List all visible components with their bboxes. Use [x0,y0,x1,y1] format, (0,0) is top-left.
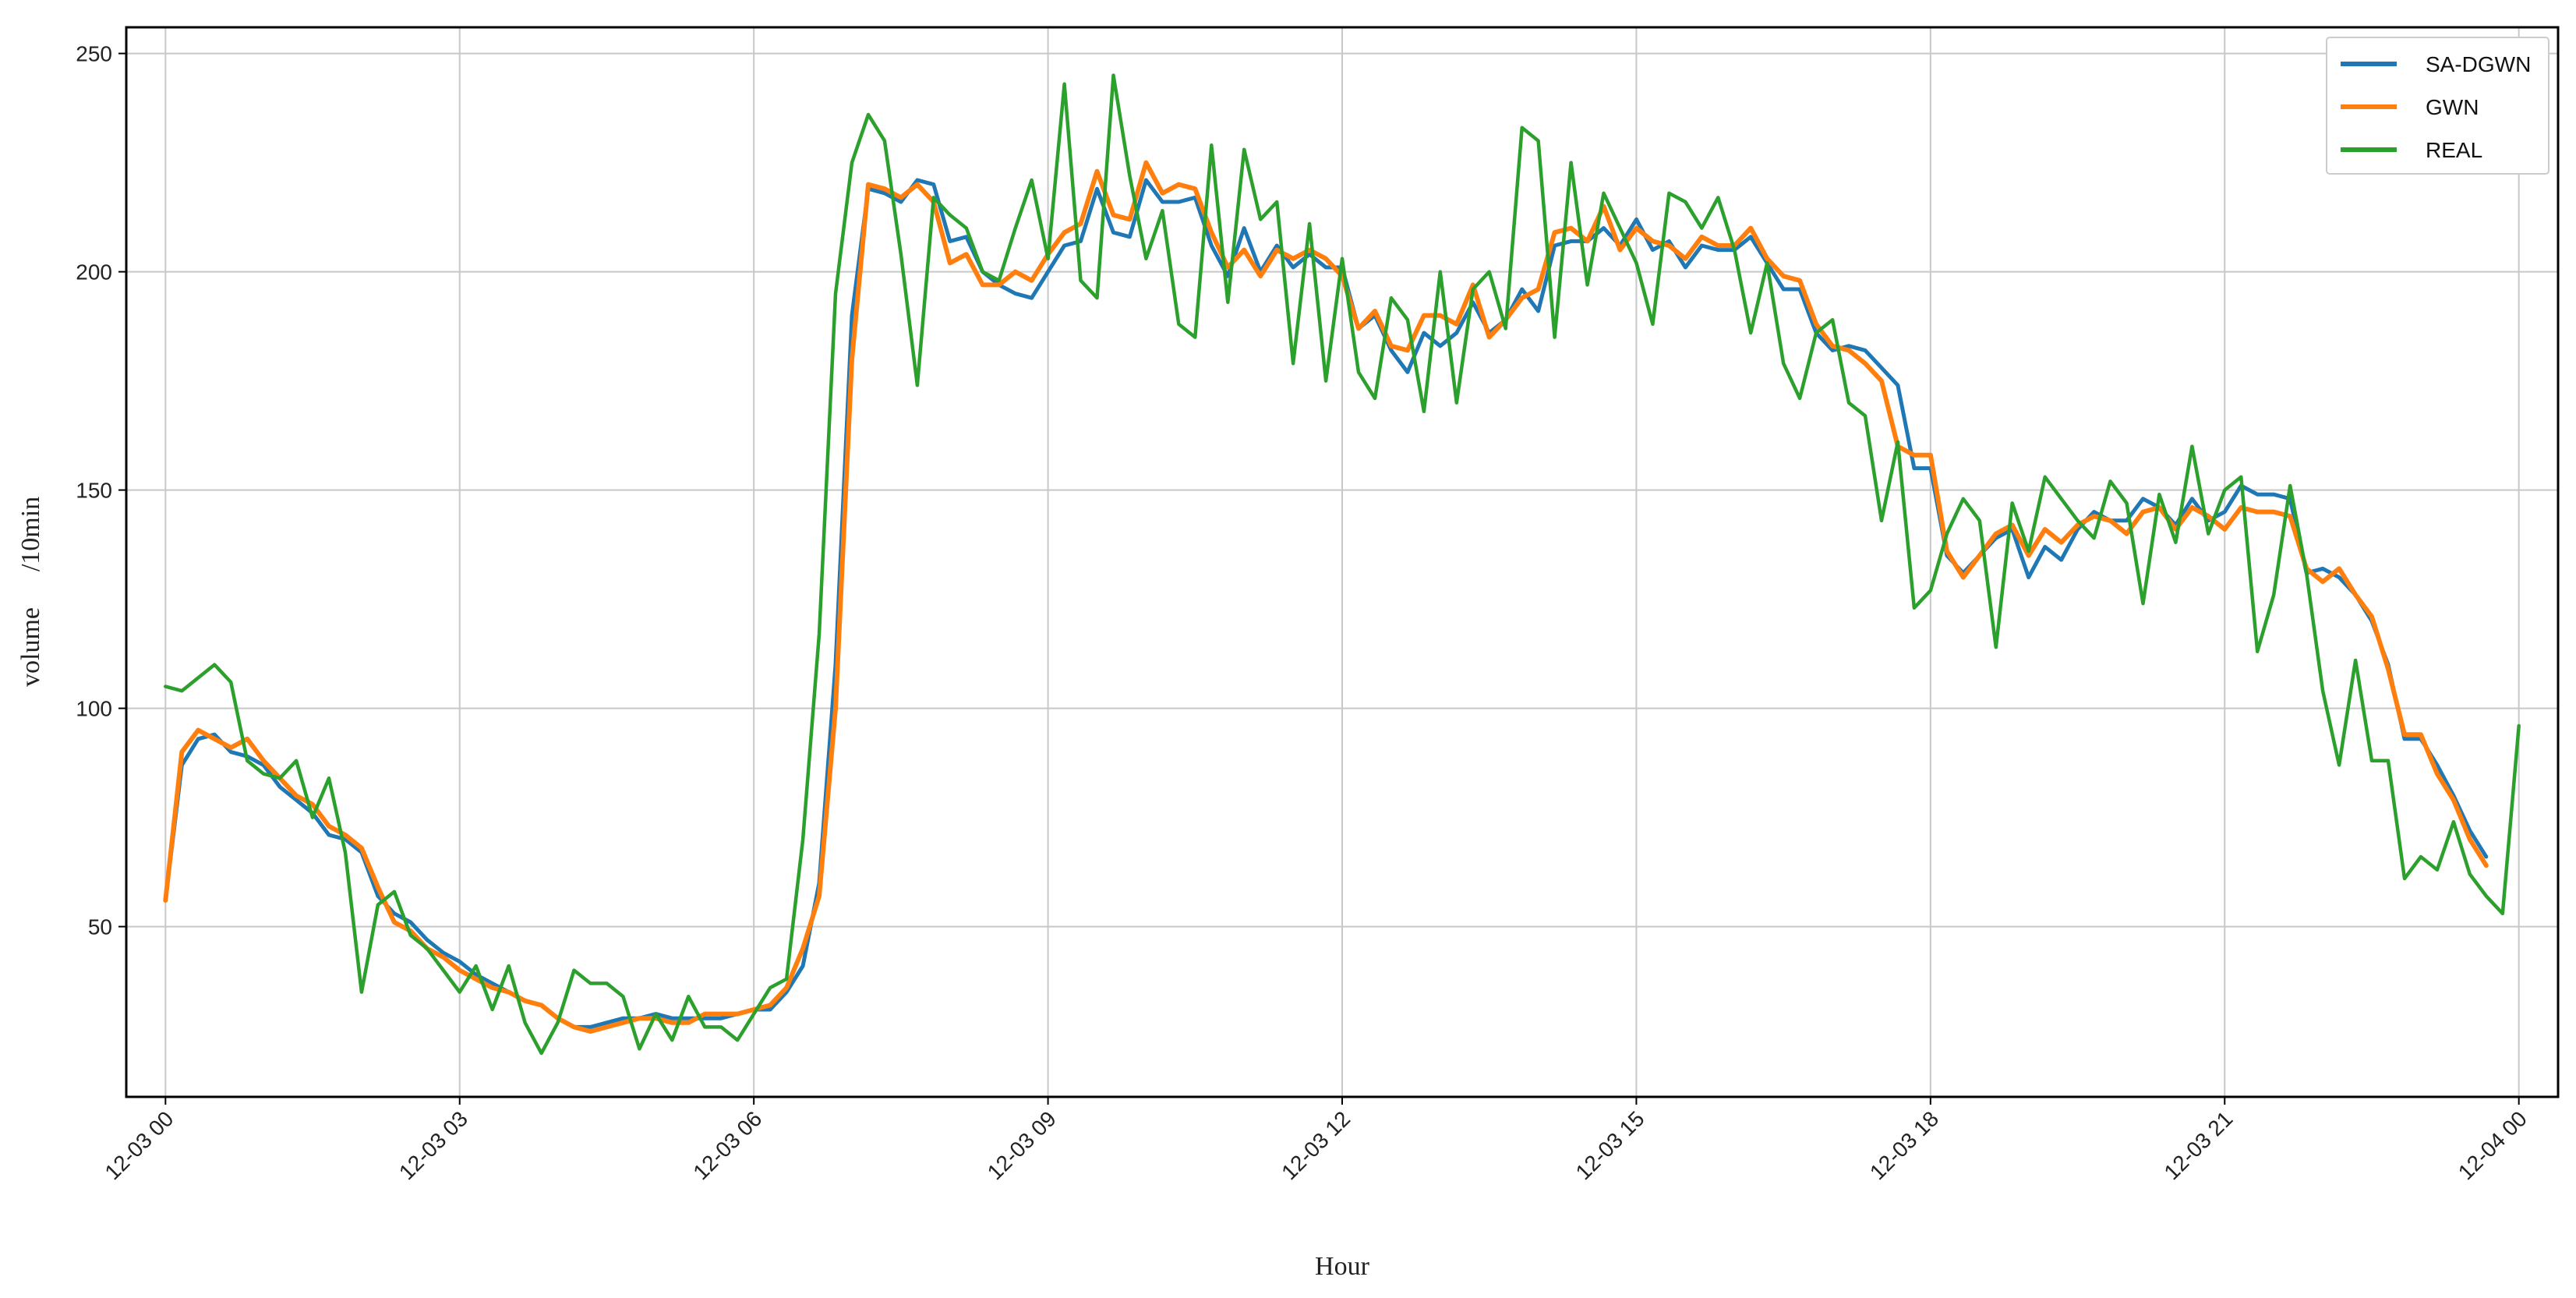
legend-box [2326,37,2549,175]
x-tick-label: 12-03 15 [1571,1106,1649,1184]
x-tick-label: 12-03 21 [2159,1106,2237,1184]
y-tick-label: 100 [76,697,112,721]
y-tick-label: 200 [76,260,112,285]
legend-label-sa-dgwn: SA-DGWN [2426,52,2531,76]
legend: SA-DGWN GWN REAL [2326,37,2549,175]
y-tick-label: 250 [76,42,112,66]
x-tick-label: 12-03 09 [983,1106,1061,1184]
legend-label-real: REAL [2426,138,2482,162]
grid-lines [126,27,2558,1097]
x-tick-label: 12-03 03 [394,1106,472,1184]
y-axis-unit: /10min [16,497,45,571]
x-tick-label: 12-03 00 [100,1106,178,1184]
x-tick-label: 12-03 12 [1277,1106,1355,1184]
x-tick-label: 12-04 00 [2454,1106,2532,1184]
x-axis-title: Hour [1315,1252,1370,1281]
x-axis-ticks: 12-03 00 12-03 03 12-03 06 12-03 09 12-03 12… [100,1097,2532,1184]
y-tick-label: 50 [88,915,112,939]
legend-label-gwn: GWN [2426,95,2479,119]
y-axis-title: volume [16,607,45,687]
y-tick-label: 150 [76,479,112,503]
x-tick-label: 12-03 06 [688,1106,766,1184]
series-line-real [164,73,2521,1056]
series-layer [163,73,2521,1056]
y-axis-ticks: 50 100 150 200 250 [76,42,126,939]
y-axis-title-group: volume /10min [16,497,45,687]
x-tick-label: 12-03 18 [1865,1106,1943,1184]
